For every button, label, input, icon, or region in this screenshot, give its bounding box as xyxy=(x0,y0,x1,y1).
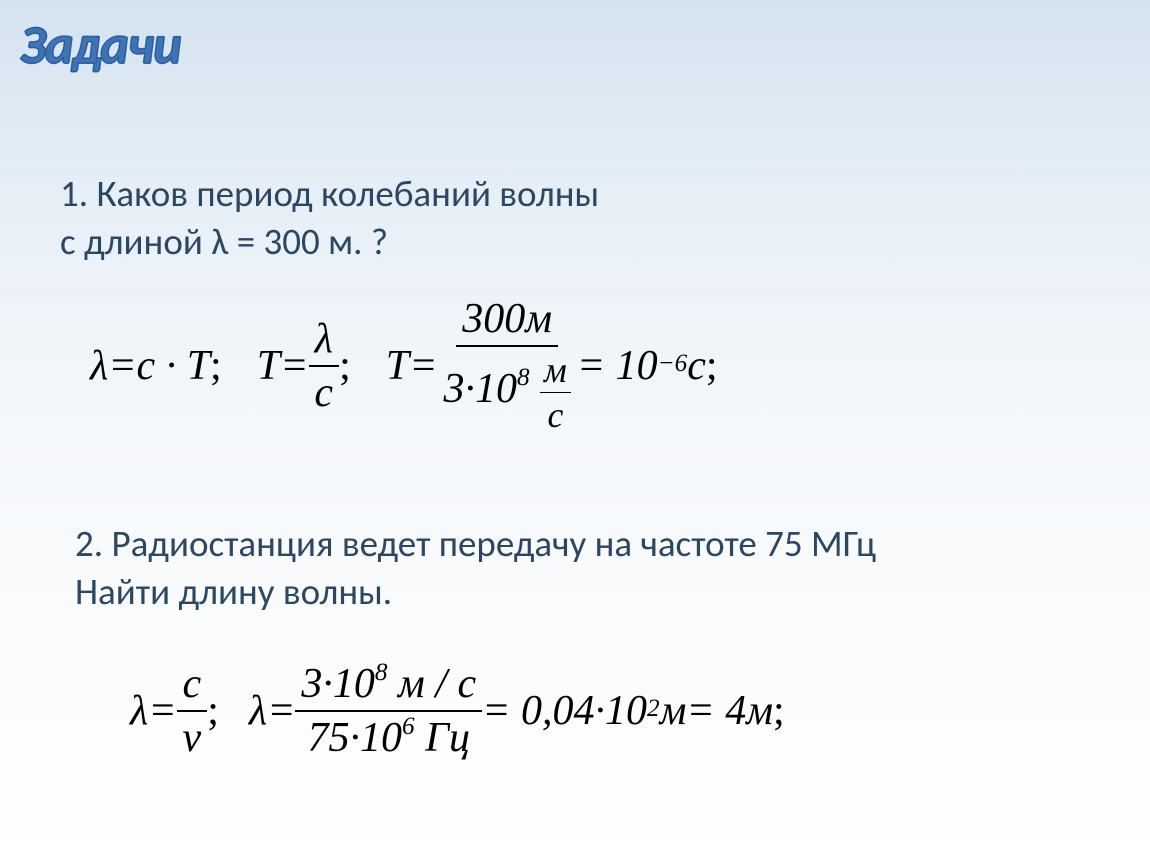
unit: м xyxy=(660,687,687,735)
coeff: 3·10 xyxy=(443,366,517,412)
equals: = xyxy=(108,342,136,390)
exponent: −6 xyxy=(658,350,688,378)
exponent: 2 xyxy=(647,695,660,723)
coeff: 3·10 xyxy=(301,661,375,707)
semicolon: ; xyxy=(339,342,351,390)
lambda-symbol: λ xyxy=(249,687,267,735)
equals-result: = 0,04·10 xyxy=(482,687,647,735)
equals: = xyxy=(267,687,295,735)
formula-1: λ = c · T ; T = λ c ; T = 300м 3·108 м с… xyxy=(90,295,718,436)
denominator: ν xyxy=(177,712,208,762)
problem-1-text: 1. Каков период колебаний волны с длиной… xyxy=(60,170,599,266)
fraction: c ν xyxy=(177,660,208,762)
denominator: 75·106 Гц xyxy=(302,712,477,762)
unit-den: с xyxy=(544,393,568,436)
problem-1-line-1: 1. Каков период колебаний волны xyxy=(60,171,599,216)
coeff: 75·10 xyxy=(308,715,403,761)
equals: = xyxy=(280,342,308,390)
exponent: 8 xyxy=(375,659,388,686)
numerator: λ xyxy=(309,315,339,367)
semicolon: ; xyxy=(706,342,718,390)
formula-2-part-2: λ = 3·108 м / с 75·106 Гц = 0,04·102 м =… xyxy=(249,660,785,762)
problem-2-text: 2. Радиостанция ведет передачу на частот… xyxy=(75,520,876,616)
T-symbol: T xyxy=(386,342,409,390)
equals: = xyxy=(148,687,176,735)
fraction: λ c xyxy=(308,315,339,417)
equals-result: = 10 xyxy=(577,342,658,390)
slide-title: Задачи xyxy=(20,12,181,78)
formula-1-part-2: T = λ c ; xyxy=(257,315,351,417)
T-symbol: T xyxy=(257,342,280,390)
lambda-symbol: λ xyxy=(90,342,108,390)
problem-2-line-2: Найти длину волны. xyxy=(75,569,392,614)
problem-2-line-1: 2. Радиостанция ведет передачу на частот… xyxy=(75,521,876,566)
formula-1-part-1: λ = c · T ; xyxy=(90,342,222,390)
semicolon: ; xyxy=(773,687,785,735)
formula-2: λ = c ν ; λ = 3·108 м / с 75·106 Гц = 0,… xyxy=(130,660,785,762)
unit: Гц xyxy=(415,715,470,761)
numerator: 300м xyxy=(456,295,558,347)
fraction: 300м 3·108 м с xyxy=(437,295,576,436)
numerator: c xyxy=(177,660,208,712)
semicolon: ; xyxy=(210,342,222,390)
equals: = xyxy=(409,342,437,390)
unit: с xyxy=(687,342,706,390)
denominator: 3·108 м с xyxy=(437,347,576,436)
fraction: 3·108 м / с 75·106 Гц xyxy=(295,660,482,762)
unit-fraction: м с xyxy=(540,349,571,436)
unit: м / с xyxy=(388,661,477,707)
formula-2-part-1: λ = c ν ; xyxy=(130,660,219,762)
lambda-symbol: λ xyxy=(130,687,148,735)
unit-num: м xyxy=(540,349,571,393)
equals-final: = 4м xyxy=(686,687,773,735)
numerator: 3·108 м / с xyxy=(295,660,482,712)
exponent: 6 xyxy=(402,713,415,740)
semicolon: ; xyxy=(207,687,219,735)
formula-1-part-3: T = 300м 3·108 м с = 10−6 с ; xyxy=(386,295,718,436)
rhs: c · T xyxy=(137,342,211,390)
problem-1-line-2: с длиной λ = 300 м. ? xyxy=(60,219,388,264)
exponent: 8 xyxy=(517,364,530,391)
denominator: c xyxy=(308,367,339,417)
